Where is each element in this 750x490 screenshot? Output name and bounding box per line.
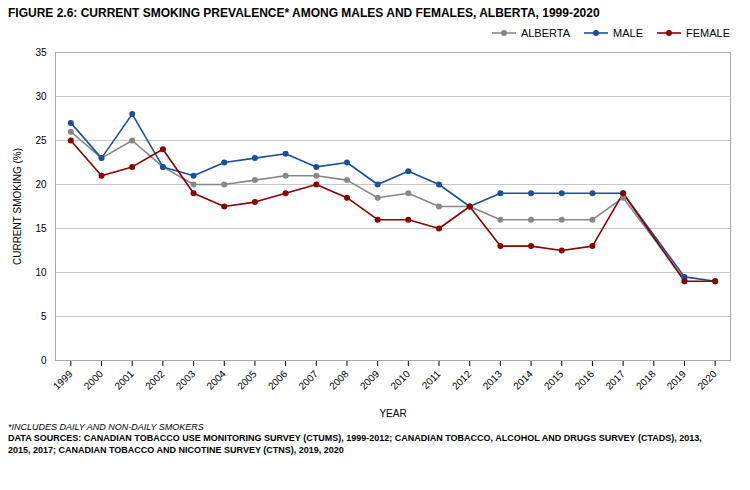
svg-text:0: 0 [41,355,47,366]
html-text:FIGURE 2.6: CURRENT SMOKING PR: FIGURE 2.6: CURRENT SMOKING PREVALENCE* … [8,6,600,20]
svg-text:2013: 2013 [481,368,505,392]
svg-text:2001: 2001 [112,368,136,392]
svg-text:5: 5 [41,311,47,322]
svg-text:25: 25 [35,135,47,146]
svg-text:2011: 2011 [420,368,443,391]
svg-text:2008: 2008 [327,368,351,392]
svg-text:2015: 2015 [542,368,566,392]
html-text:FEMALE: FEMALE [686,27,730,39]
svg-text:10: 10 [35,267,47,278]
svg-text:2006: 2006 [266,368,290,392]
svg-text:2016: 2016 [573,368,597,392]
svg-text:YEAR: YEAR [379,408,406,419]
svg-text:2010: 2010 [389,368,413,392]
svg-text:2018: 2018 [634,368,658,392]
svg-text:2009: 2009 [358,368,382,392]
svg-text:2002: 2002 [143,368,167,392]
html-text:MALE: MALE [613,27,643,39]
svg-text:1999: 1999 [51,368,75,392]
svg-text:2005: 2005 [235,368,259,392]
html-text:DATA SOURCES: CANADIAN TOBACCO: DATA SOURCES: CANADIAN TOBACCO USE MONIT… [8,433,702,455]
svg-text:CURRENT SMOKING (%): CURRENT SMOKING (%) [12,148,23,265]
svg-text:2012: 2012 [450,368,474,392]
svg-text:30: 30 [35,91,47,102]
svg-text:2014: 2014 [511,368,535,392]
svg-text:2004: 2004 [204,368,228,392]
svg-text:35: 35 [35,47,47,58]
html-text:*INCLUDES DAILY AND NON-DAILY: *INCLUDES DAILY AND NON-DAILY SMOKERS [8,422,204,432]
svg-text:2020: 2020 [695,368,719,392]
svg-text:2019: 2019 [665,368,689,392]
svg-text:2017: 2017 [603,368,627,392]
html-text:ALBERTA: ALBERTA [520,27,570,39]
svg-text:20: 20 [35,179,47,190]
svg-text:2000: 2000 [82,368,106,392]
svg-text:2007: 2007 [296,368,320,392]
svg-text:2003: 2003 [174,368,198,392]
svg-text:15: 15 [35,223,47,234]
